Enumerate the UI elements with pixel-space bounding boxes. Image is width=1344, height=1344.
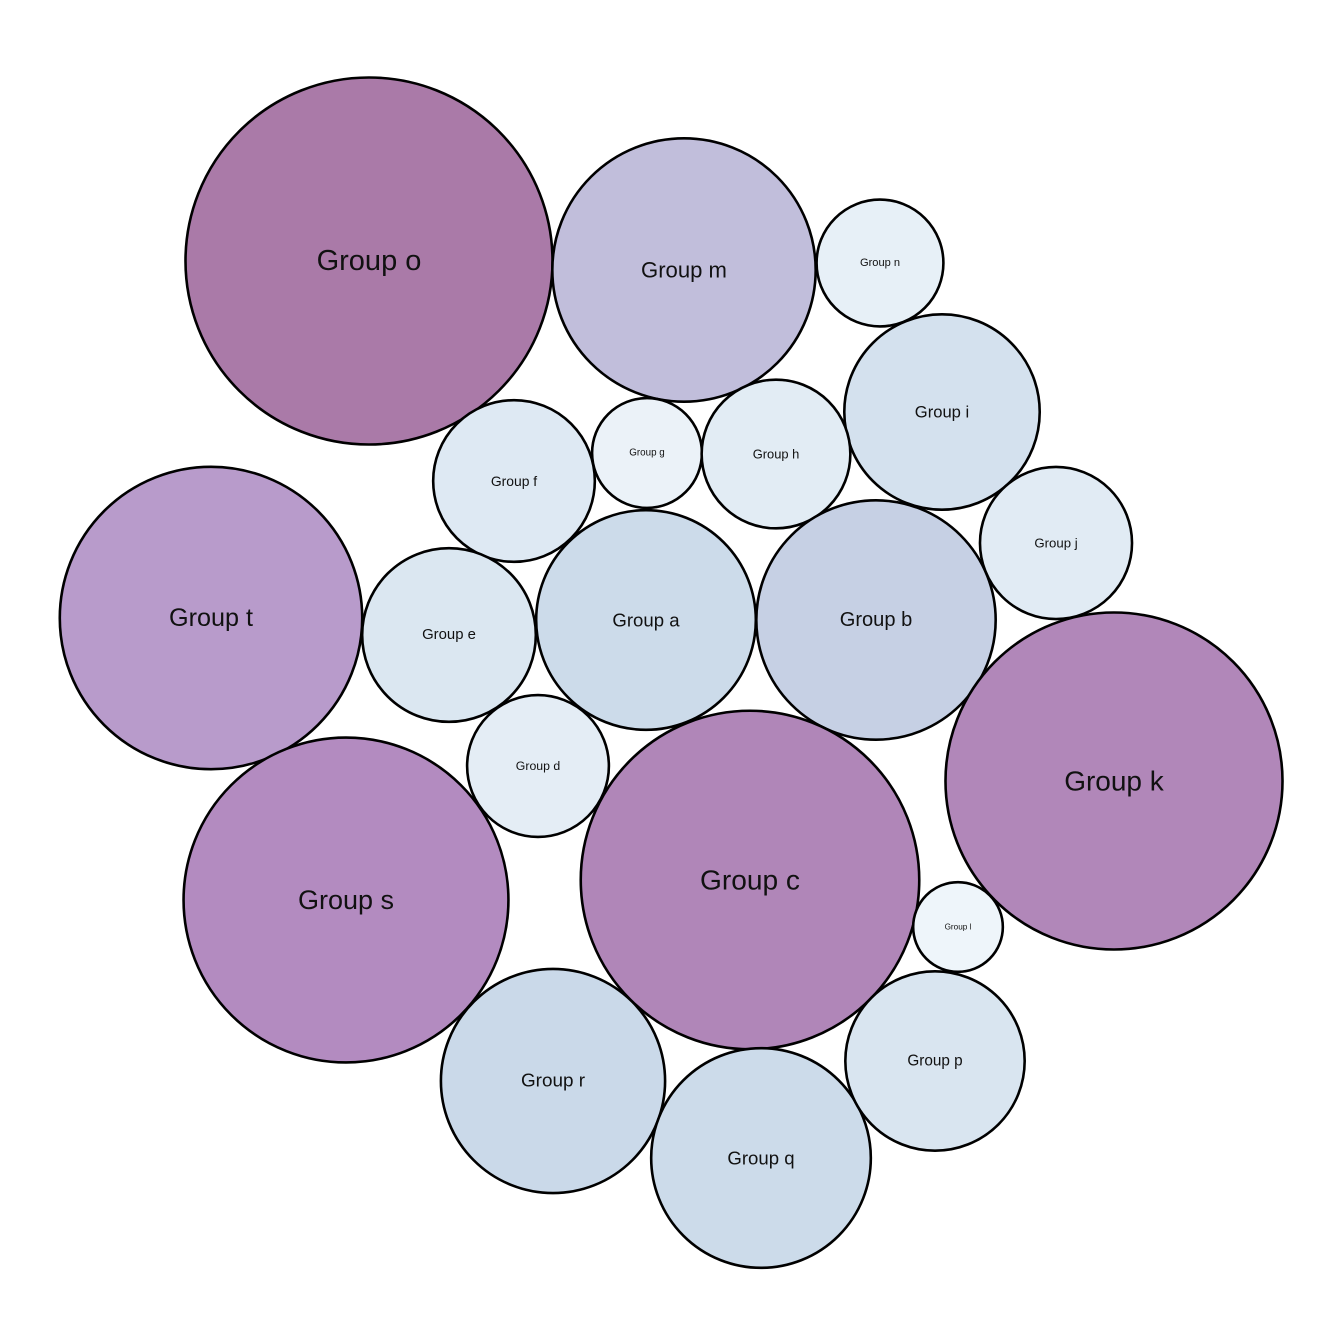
- bubble-circle-group-d: [465, 693, 611, 839]
- bubble-label-group-r: Group r: [521, 1071, 585, 1092]
- bubble-circle-group-q: [649, 1046, 873, 1270]
- bubble-label-group-i: Group i: [915, 403, 969, 422]
- bubble-group-j: Group j: [978, 465, 1134, 621]
- bubble-label-group-k: Group k: [1064, 766, 1165, 797]
- bubble-group-h: Group h: [700, 378, 852, 530]
- bubble-label-group-g: Group g: [629, 448, 664, 459]
- bubble-circle-group-n: [815, 198, 945, 328]
- bubble-group-i: Group i: [842, 312, 1042, 512]
- bubble-label-group-f: Group f: [491, 473, 537, 489]
- bubble-circle-group-f: [431, 398, 597, 564]
- bubble-group-s: Group s: [182, 736, 510, 1064]
- bubble-label-group-j: Group j: [1034, 536, 1077, 551]
- bubble-circle-group-i: [842, 312, 1042, 512]
- bubble-group-b: Group b: [755, 499, 997, 741]
- bubble-group-t: Group t: [58, 465, 364, 771]
- bubble-circle-group-l: [911, 880, 1005, 974]
- bubble-label-group-p: Group p: [907, 1053, 962, 1070]
- bubble-label-group-s: Group s: [298, 885, 394, 915]
- bubble-group-o: Group o: [184, 76, 554, 446]
- bubble-circle-group-b: [755, 499, 997, 741]
- bubble-label-group-c: Group c: [700, 865, 800, 896]
- bubble-group-f: Group f: [431, 398, 597, 564]
- bubble-group-l: Group l: [911, 880, 1005, 974]
- bubble-circle-group-e: [360, 546, 538, 724]
- bubble-group-p: Group p: [844, 970, 1026, 1152]
- bubble-circle-group-t: [58, 465, 364, 771]
- bubble-label-group-q: Group q: [727, 1148, 794, 1169]
- bubble-label-group-l: Group l: [945, 923, 972, 932]
- bubble-label-group-b: Group b: [840, 609, 913, 631]
- bubble-label-group-n: Group n: [860, 257, 900, 269]
- bubble-circle-group-s: [182, 736, 510, 1064]
- bubble-label-group-e: Group e: [422, 627, 476, 643]
- bubble-circle-group-r: [439, 967, 667, 1195]
- bubble-group-n: Group n: [815, 198, 945, 328]
- bubble-label-group-h: Group h: [753, 447, 800, 462]
- bubble-group-c: Group c: [579, 709, 921, 1051]
- bubble-group-d: Group d: [465, 693, 611, 839]
- bubble-label-group-d: Group d: [516, 759, 561, 773]
- bubble-label-group-m: Group m: [641, 258, 727, 283]
- bubble-circle-group-h: [700, 378, 852, 530]
- bubble-group-e: Group e: [360, 546, 538, 724]
- bubble-group-r: Group r: [439, 967, 667, 1195]
- bubble-group-q: Group q: [649, 1046, 873, 1270]
- bubble-circle-group-j: [978, 465, 1134, 621]
- bubble-label-group-t: Group t: [169, 604, 253, 632]
- bubble-label-group-a: Group a: [612, 610, 680, 631]
- bubble-group-k: Group k: [944, 611, 1284, 951]
- bubble-circle-group-p: [844, 970, 1026, 1152]
- bubble-group-g: Group g: [590, 396, 704, 510]
- bubble-label-group-o: Group o: [317, 245, 422, 277]
- bubble-circle-group-k: [944, 611, 1284, 951]
- bubble-group-m: Group m: [551, 137, 817, 403]
- bubble-group-a: Group a: [534, 508, 758, 732]
